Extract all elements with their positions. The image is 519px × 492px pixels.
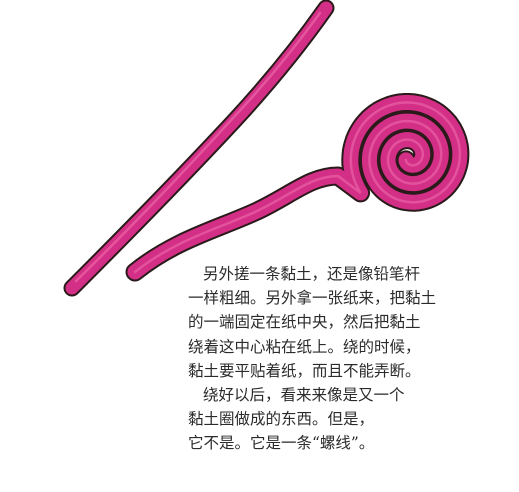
- story-line: 的一端固定在纸中央，然后把黏土: [188, 313, 421, 332]
- story-line: 黏土圈做成的东西。但是，: [188, 410, 375, 429]
- story-line: 黏土要平贴着纸，而且不能弄断。: [188, 361, 421, 380]
- story-line: 绕着这中心粘在纸上。绕的时候，: [188, 337, 421, 356]
- story-line: 它不是。它是一条“螺线”。: [188, 434, 375, 453]
- clay-rope: [63, 0, 335, 297]
- story-line: 一样粗细。另外拿一张纸来，把黏土: [188, 289, 437, 308]
- story-text: 另外搓一条黏土，还是像铅笔杆 一样粗细。另外拿一张纸来，把黏土 的一端固定在纸中…: [188, 262, 448, 456]
- clay-spiral: [125, 93, 470, 282]
- story-line: 绕好以后，看来来像是又一个: [203, 386, 405, 405]
- story-line: 另外搓一条黏土，还是像铅笔杆: [203, 265, 421, 283]
